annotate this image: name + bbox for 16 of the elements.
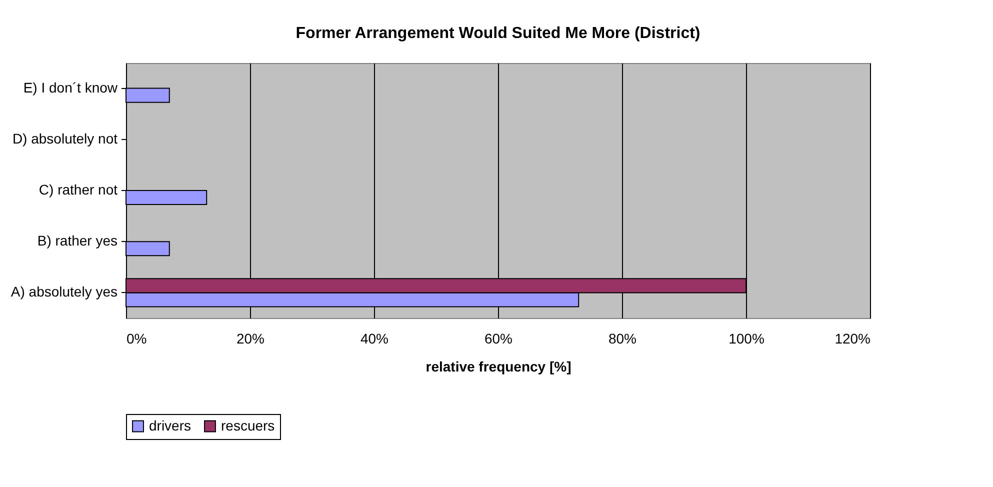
y-tick-label: E) I don´t know — [23, 79, 118, 96]
chart-title: Former Arrangement Would Suited Me More (District) — [296, 25, 700, 42]
x-tick-label: 60% — [484, 330, 513, 346]
x-axis-title: relative frequency [%] — [426, 358, 572, 374]
x-tick-label: 100% — [728, 330, 764, 346]
x-tick-label: 40% — [360, 330, 389, 346]
x-tick-label: 0% — [126, 330, 147, 346]
y-tick-label: D) absolutely not — [12, 130, 118, 146]
y-tick-label: C) rather not — [38, 182, 118, 198]
y-tick-label: B) rather yes — [37, 232, 118, 249]
legend-label: drivers — [149, 417, 192, 434]
x-tick-label: 120% — [834, 330, 870, 346]
legend-label: rescuers — [221, 417, 275, 434]
x-tick-label: 80% — [608, 330, 637, 346]
x-tick-label: 20% — [236, 330, 265, 346]
y-tick-label: A) absolutely yes — [10, 284, 118, 300]
